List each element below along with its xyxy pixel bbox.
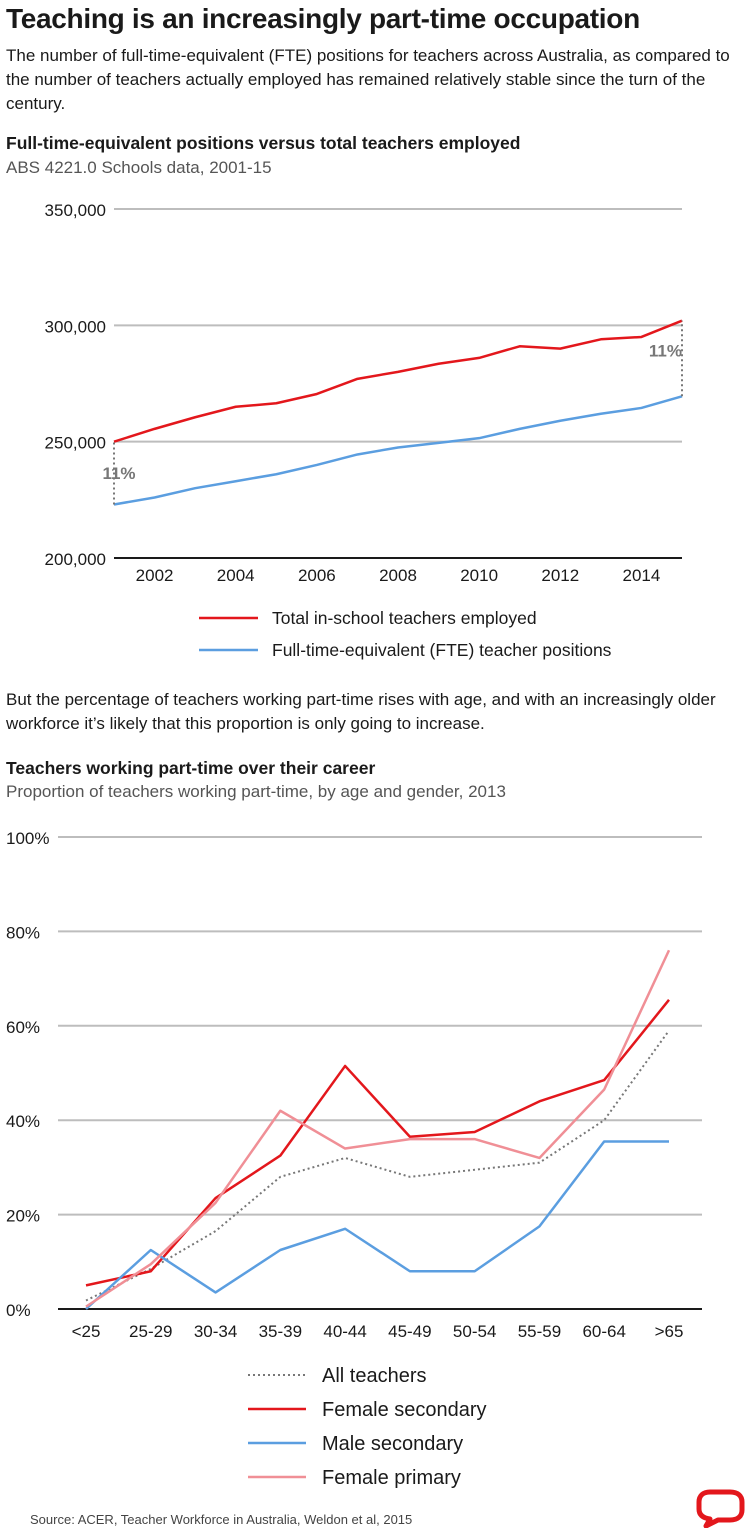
chart2-subtitle: Proportion of teachers working part-time… (6, 782, 506, 801)
chart2-xtick-label: 35-39 (259, 1322, 302, 1341)
chart2-legend-label: Female secondary (322, 1399, 487, 1421)
chart2-xtick-label: >65 (655, 1322, 684, 1341)
chart2-legend-label: Female primary (322, 1467, 461, 1489)
speech-bubble-logo-icon (696, 1489, 745, 1528)
chart1-ytick-label: 300,000 (45, 317, 106, 336)
chart2-legend-label: Male secondary (322, 1433, 463, 1455)
chart1-fte-vs-employed: 200,000 250,000 300,000 350,000 2002 2004 2006… (45, 201, 683, 660)
chart2-xtick-label: 40-44 (323, 1322, 366, 1341)
chart2-xtick-label: 50-54 (453, 1322, 496, 1341)
chart1-ytick-label: 200,000 (45, 550, 106, 569)
chart2-ytick-label: 40% (6, 1112, 40, 1131)
chart1-xtick-label: 2002 (136, 566, 174, 585)
chart2-series-line (85, 1029, 670, 1302)
chart1-ytick-label: 250,000 (45, 434, 106, 453)
chart2-xtick-label: 55-59 (518, 1322, 561, 1341)
chart2-ytick-label: 80% (6, 923, 40, 942)
chart2-part-time-by-age: 0% 20% 40% 60% 80% 100% <25 25-29 30-34 35-39 40-4… (6, 829, 702, 1489)
chart2-ytick-label: 60% (6, 1018, 40, 1037)
chart1-xtick-label: 2012 (541, 566, 579, 585)
chart1-xtick-label: 2006 (298, 566, 336, 585)
chart1-xtick-label: 2008 (379, 566, 417, 585)
chart1-legend-label: Full-time-equivalent (FTE) teacher posit… (272, 640, 612, 660)
chart1-annotation-label: 11% (102, 464, 135, 483)
chart2-ytick-label: 100% (6, 829, 49, 848)
chart1-series-line (113, 319, 683, 443)
chart1-title: Full-time-equivalent positions versus to… (6, 133, 521, 153)
chart1-subtitle: ABS 4221.0 Schools data, 2001-15 (6, 158, 272, 177)
chart2-legend-label: All teachers (322, 1365, 427, 1387)
chart2-xtick-label: 30-34 (194, 1322, 237, 1341)
chart1-legend-label: Total in-school teachers employed (272, 608, 537, 628)
source-note: Source: ACER, Teacher Workforce in Austr… (30, 1512, 413, 1527)
chart2-xtick-label: 25-29 (129, 1322, 172, 1341)
chart1-series-line (113, 395, 683, 506)
chart2-ytick-label: 20% (6, 1207, 40, 1226)
chart1-xtick-label: 2014 (623, 566, 661, 585)
chart1-xtick-label: 2010 (460, 566, 498, 585)
chart1-xtick-label: 2004 (217, 566, 255, 585)
chart1-ytick-label: 350,000 (45, 201, 106, 220)
chart2-xtick-label: <25 (72, 1322, 101, 1341)
chart2-series-line (85, 1140, 669, 1310)
middle-paragraph: But the percentage of teachers working p… (6, 690, 716, 733)
chart2-ytick-label: 0% (6, 1301, 31, 1320)
intro-paragraph: The number of full-time-equivalent (FTE)… (6, 46, 730, 113)
chart2-xtick-label: 45-49 (388, 1322, 431, 1341)
chart2-xtick-label: 60-64 (582, 1322, 625, 1341)
chart2-series-line (85, 949, 671, 1308)
chart1-annotation-label: 11% (649, 341, 682, 360)
page-title: Teaching is an increasingly part-time oc… (6, 3, 640, 34)
chart2-title: Teachers working part-time over their ca… (6, 758, 376, 778)
